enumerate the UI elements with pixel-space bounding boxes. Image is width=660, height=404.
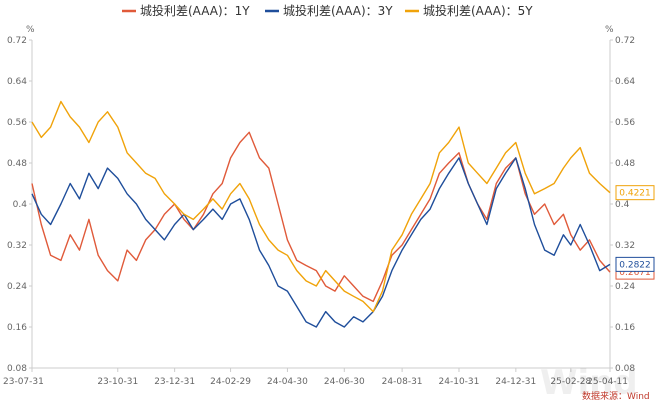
series-lines: [31, 100, 611, 328]
x-tick-label: 24-02-29: [210, 377, 251, 387]
y-tick-label-left: 0.4: [13, 200, 28, 210]
end-label-1: 0.2671: [619, 268, 651, 278]
x-tick-label: 24-12-31: [495, 377, 536, 387]
y-tick-label-right: 0.08: [615, 364, 635, 374]
legend-label-2: 城投利差(AAA)：3Y: [283, 3, 393, 18]
x-tick-label: 23-10-31: [97, 377, 138, 387]
x-tick-label: 24-06-30: [324, 377, 365, 387]
end-label-2: 0.2822: [619, 260, 651, 270]
y-tick-label-right: 0.32: [615, 241, 635, 251]
y-tick-label-left: 0.64: [7, 77, 27, 87]
y-tick-label-right: 0.64: [615, 77, 635, 87]
y-axis-right: 0.08 0.16 0.24 0.32 0.4 0.48 0.56 0.64 0.72: [610, 36, 635, 374]
y-tick-label-right: 0.16: [615, 323, 635, 333]
x-tick-label: 25-04-11: [587, 377, 628, 387]
y-tick-label-right: 0.24: [615, 282, 635, 292]
y-axis-left: 0.08 0.16 0.24 0.32 0.4 0.48 0.56 0.64 0.72: [7, 36, 32, 374]
y-tick-label-left: 0.08: [7, 364, 27, 374]
y-tick-label-right: 0.4: [615, 200, 630, 210]
x-tick-label: 23-12-31: [154, 377, 195, 387]
y-tick-label-right: 0.56: [615, 118, 635, 128]
y-tick-label-left: 0.32: [7, 241, 27, 251]
series-line-1: [31, 131, 611, 303]
end-label-3: 0.4221: [619, 189, 651, 199]
x-tick-label: 24-10-31: [439, 377, 480, 387]
y-tick-label-left: 0.24: [7, 282, 27, 292]
series-line-3: [31, 100, 611, 313]
x-tick-label: 25-02-28: [550, 377, 591, 387]
watermark: Wind: [540, 363, 638, 403]
y-tick-label-right: 0.48: [615, 159, 635, 169]
series-line-2: [31, 157, 611, 328]
end-label-box-2: [615, 256, 655, 272]
y-tick-label-left: 0.56: [7, 118, 27, 128]
x-tick-label: 24-04-30: [267, 377, 308, 387]
data-source: 数据来源：Wind: [582, 390, 650, 402]
x-tick-label: 23-07-31: [3, 377, 44, 387]
legend-label-3: 城投利差(AAA)：5Y: [423, 3, 533, 18]
y-tick-label-left: 0.16: [7, 323, 27, 333]
x-axis: 23-07-31 23-10-31 23-12-31 24-02-29 24-04-30…: [3, 368, 628, 387]
y-tick-label-left: 0.48: [7, 159, 27, 169]
y-tick-label-left: 0.72: [7, 36, 27, 46]
y-tick-label-right: 0.72: [615, 36, 635, 46]
end-label-box-3: [615, 185, 655, 201]
x-tick-label: 24-08-31: [382, 377, 423, 387]
right-axis-unit: %: [605, 25, 614, 35]
left-axis-unit: %: [26, 25, 35, 35]
legend-label-1: 城投利差(AAA)：1Y: [140, 3, 250, 18]
legend: 城投利差(AAA)：1Y 城投利差(AAA)：3Y 城投利差(AAA)：5Y: [122, 3, 533, 18]
